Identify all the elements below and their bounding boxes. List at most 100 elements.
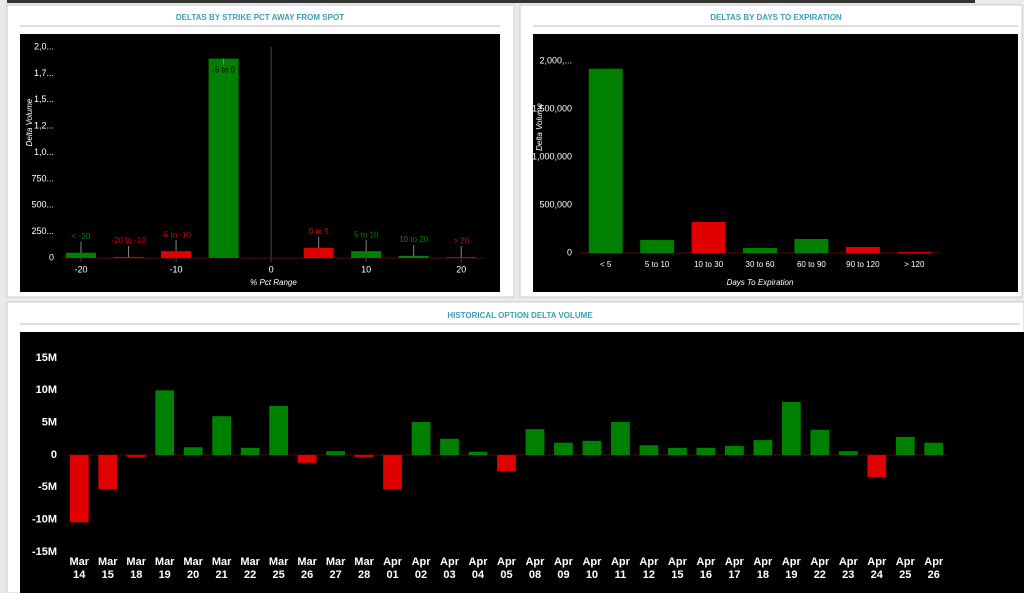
data-label: -5 to 0 [212, 66, 235, 75]
chart-title: DELTAS BY STRIKE PCT AWAY FROM SPOT [176, 13, 344, 22]
bar [66, 252, 97, 258]
y-tick-label: 2,0... [34, 41, 54, 51]
x-tick-label: Mar 18 [126, 556, 146, 581]
data-label: 10 to 20 [399, 235, 428, 244]
x-tick-label: Mar 28 [354, 556, 374, 581]
y-tick-label: 15M [36, 352, 57, 364]
chart-title: DELTAS BY DAYS TO EXPIRATION [710, 13, 842, 22]
bar [794, 238, 829, 253]
x-tick-label: Apr 17 [724, 556, 744, 581]
bar [398, 255, 429, 258]
bar [582, 440, 602, 455]
bar [781, 401, 801, 455]
y-tick-label: 250... [31, 226, 54, 236]
x-tick-label: -10 [170, 264, 183, 274]
data-label: 0 to 5 [309, 227, 330, 236]
top-bar [7, 0, 975, 3]
x-tick-label: Mar 14 [69, 556, 90, 581]
x-tick-label: > 120 [904, 260, 925, 269]
y-tick-label: 500,000 [539, 199, 572, 209]
y-tick-label: 0 [49, 252, 54, 262]
bar [696, 447, 716, 455]
bar [753, 440, 773, 455]
x-tick-label: Apr 19 [781, 556, 801, 581]
bar [640, 240, 675, 253]
bar [554, 442, 573, 455]
y-tick-label: -15M [32, 546, 57, 558]
bar [845, 247, 880, 253]
y-tick-label: 1,5... [34, 94, 54, 104]
x-tick-label: Mar 26 [297, 556, 317, 581]
data-label: 5 to 10 [354, 230, 379, 239]
x-tick-label: Apr 08 [525, 556, 545, 581]
x-tick-label: -20 [75, 264, 88, 274]
bar [810, 429, 830, 455]
bar [611, 422, 630, 455]
x-tick-label: Mar 19 [154, 556, 175, 581]
bar [383, 455, 402, 490]
bar [639, 445, 659, 455]
bar [113, 256, 144, 258]
y-tick-label: 1,7... [34, 68, 54, 78]
x-tick-label: Mar 27 [325, 556, 346, 581]
x-tick-label: 0 [269, 264, 274, 274]
plot-area [20, 332, 1024, 593]
bar [126, 455, 146, 457]
x-axis-title: % Pct Range [250, 278, 297, 287]
bar [212, 416, 232, 455]
y-tick-label: 750... [31, 173, 54, 183]
x-tick-label: Mar 20 [183, 556, 203, 581]
x-tick-label: Apr 04 [468, 556, 488, 581]
bar [411, 422, 431, 455]
y-tick-label: 5M [42, 417, 57, 429]
bar [468, 451, 488, 455]
x-tick-label: Apr 24 [867, 556, 887, 581]
bar [297, 455, 317, 463]
x-tick-label: 30 to 60 [746, 260, 775, 269]
y-tick-label: 1,500,000 [532, 103, 572, 113]
bar [838, 451, 858, 455]
x-tick-label: < 5 [600, 260, 612, 269]
x-tick-label: Apr 03 [440, 556, 459, 581]
x-tick-label: Mar 22 [240, 556, 260, 581]
y-axis-title: Delta Volume [25, 98, 34, 146]
bar [743, 248, 777, 253]
bar [446, 257, 477, 258]
x-tick-label: 60 to 90 [797, 260, 826, 269]
x-tick-label: Apr 25 [895, 556, 915, 581]
bar [98, 455, 118, 490]
x-tick-label: Apr 22 [810, 556, 830, 581]
x-tick-label: Apr 10 [582, 556, 602, 581]
x-tick-label: Apr 18 [753, 556, 773, 581]
bar [269, 405, 289, 455]
y-tick-label: 500... [31, 200, 54, 210]
data-label: < -20 [72, 232, 91, 241]
y-tick-label: 1,2... [34, 121, 54, 131]
bar [924, 442, 944, 455]
data-label: > 20 [453, 236, 469, 245]
bar [440, 438, 459, 455]
x-tick-label: Apr 05 [497, 556, 516, 581]
data-label: -5 to -10 [161, 230, 191, 239]
bar [155, 390, 175, 455]
x-tick-label: Mar 21 [211, 556, 232, 581]
bar [525, 429, 545, 455]
x-tick-label: Apr 16 [696, 556, 716, 581]
x-tick-label: Apr 15 [667, 556, 687, 581]
x-tick-label: Apr 11 [610, 556, 630, 581]
bar [588, 68, 623, 254]
bar [208, 58, 239, 259]
x-tick-label: Mar 15 [97, 556, 118, 581]
chart-title: HISTORICAL OPTION DELTA VOLUME [447, 311, 593, 320]
y-tick-label: 1,0... [34, 147, 54, 157]
x-tick-label: 10 [361, 264, 371, 274]
bar [69, 455, 89, 523]
y-tick-label: 1,000,000 [532, 151, 572, 161]
x-tick-label: Mar 25 [268, 556, 289, 581]
x-tick-label: Apr 09 [553, 556, 573, 581]
bar [897, 252, 932, 253]
bar [724, 445, 744, 455]
bar [183, 447, 203, 455]
